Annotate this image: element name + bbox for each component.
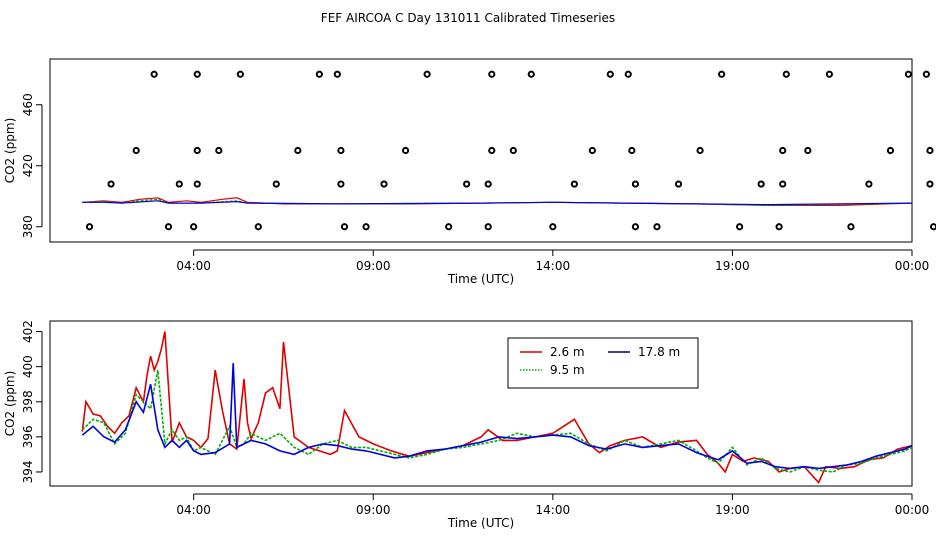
calibration-point: [380, 180, 388, 188]
x-axis-label: Time (UTC): [447, 516, 514, 530]
calibration-point: [674, 180, 683, 188]
y-tick-label: 396: [21, 425, 35, 448]
series-line-17-8-m: [82, 200, 913, 206]
x-tick-label: 00:00: [895, 259, 930, 273]
calibration-point: [463, 180, 471, 188]
calibration-point: [132, 146, 140, 155]
legend: 2.6 m 17.8 m 9.5 m: [507, 337, 699, 389]
calibration-point: [488, 146, 496, 155]
x-tick-label: 19:00: [715, 259, 750, 273]
calibration-point: [333, 70, 341, 78]
calibration-point: [549, 223, 557, 231]
x-axis-label: Time (UTC): [447, 272, 514, 286]
calibration-point: [484, 223, 492, 231]
calibration-point: [606, 70, 614, 78]
calibration-point: [85, 223, 94, 231]
calibration-point: [631, 180, 640, 188]
calibration-point: [779, 180, 787, 188]
calibration-point: [337, 180, 345, 188]
calibration-point: [865, 180, 873, 188]
calibration-point: [236, 70, 244, 78]
y-tick-label: 402: [21, 320, 35, 343]
legend-label: 2.6 m: [550, 345, 585, 359]
calibration-point: [423, 70, 431, 78]
calibration-point: [757, 180, 765, 188]
x-tick-label: 14:00: [536, 503, 571, 517]
calibration-point: [847, 223, 855, 231]
series-line-9-5-m: [81, 369, 913, 473]
series-line-2-6-m: [81, 331, 913, 484]
x-tick-label: 19:00: [715, 503, 750, 517]
calibration-point: [804, 146, 812, 155]
calibration-point: [825, 70, 833, 78]
calibration-point: [718, 70, 726, 78]
calibration-point: [624, 70, 632, 78]
calibration-point: [484, 180, 492, 188]
calibration-point: [570, 180, 578, 188]
calibration-point: [272, 180, 280, 188]
calibration-point: [193, 70, 201, 78]
calibration-point: [588, 146, 596, 155]
legend-label: 9.5 m: [550, 363, 585, 377]
plot-frame: [49, 58, 913, 243]
calibration-point: [527, 70, 535, 78]
calibration-point: [150, 70, 158, 78]
calibration-point: [696, 146, 704, 155]
calibration-point: [164, 223, 173, 231]
figure-title: FEF AIRCOA C Day 131011 Calibrated Times…: [321, 11, 615, 25]
x-tick-label: 14:00: [536, 259, 571, 273]
calibration-point: [337, 146, 345, 155]
legend-box: [507, 337, 699, 389]
y-tick-label: 460: [21, 93, 35, 116]
calibration-point: [926, 180, 934, 188]
calibration-point: [294, 146, 302, 155]
series-line-17-8-m: [81, 363, 913, 470]
bottom-panel: 04:00 09:00 14:00 19:00 00:00 Time (UTC) 394 39…: [3, 320, 929, 530]
calibration-point: [736, 223, 744, 231]
x-tick-label: 04:00: [176, 259, 211, 273]
calibration-point: [509, 146, 517, 155]
calibration-point: [922, 70, 930, 78]
calibration-point: [193, 180, 201, 188]
calibration-point: [193, 146, 201, 155]
x-tick-label: 09:00: [356, 503, 391, 517]
calibration-point: [782, 70, 790, 78]
legend-label: 17.8 m: [638, 345, 680, 359]
top-panel: 04:00 09:00 14:00 19:00 00:00 Time (UTC) 380 42…: [3, 58, 936, 286]
calibration-point: [215, 146, 223, 155]
calibration-point: [628, 146, 636, 155]
calibration-point: [175, 180, 183, 188]
calibration-point: [315, 70, 323, 78]
calibration-point: [904, 70, 913, 78]
calibration-point: [929, 223, 936, 231]
x-tick-label: 04:00: [176, 503, 211, 517]
y-axis-label: CO2 (ppm): [3, 118, 17, 184]
y-axis-label: CO2 (ppm): [3, 371, 17, 437]
y-tick-label: 398: [21, 390, 35, 413]
calibration-point: [775, 223, 783, 231]
calibration-point: [254, 223, 262, 231]
x-tick-label: 00:00: [895, 503, 930, 517]
plot-frame: [49, 320, 913, 487]
y-tick-label: 420: [21, 154, 35, 177]
calibration-point: [631, 223, 640, 231]
calibration-point: [488, 70, 496, 78]
calibration-point: [107, 180, 115, 188]
x-tick-label: 09:00: [356, 259, 391, 273]
calibration-point: [886, 146, 895, 155]
calibration-point: [190, 223, 198, 231]
y-tick-label: 380: [21, 215, 35, 238]
y-tick-label: 400: [21, 355, 35, 378]
calibration-point: [779, 146, 787, 155]
y-tick-label: 394: [21, 461, 35, 484]
calibration-point: [653, 223, 661, 231]
calibration-point: [926, 146, 934, 155]
calibration-point: [401, 146, 410, 155]
calibration-point: [445, 223, 453, 231]
calibration-point: [340, 223, 349, 231]
calibration-point: [362, 223, 370, 231]
